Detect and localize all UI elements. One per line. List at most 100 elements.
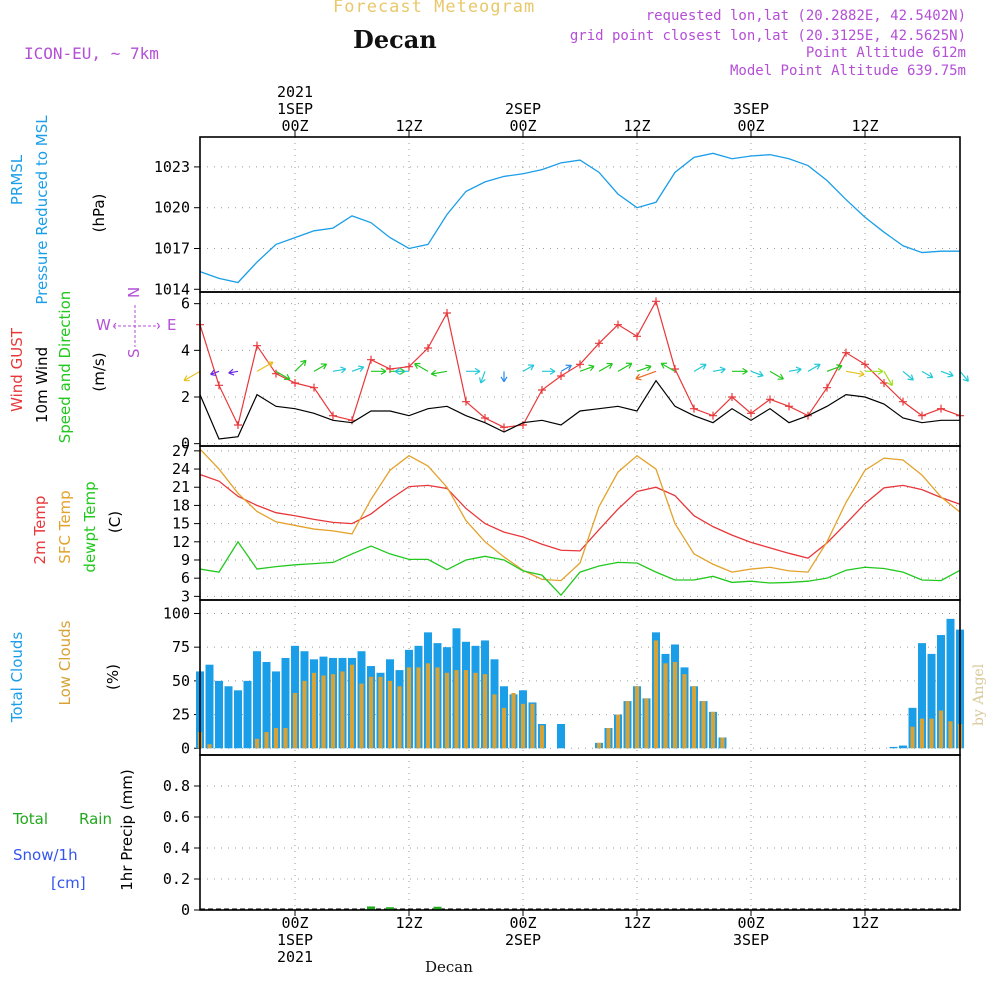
snow-unit-label: [cm] bbox=[51, 874, 86, 892]
wind-gust-marker bbox=[785, 402, 793, 411]
total-cloud-bar bbox=[243, 680, 252, 749]
low-cloud-bar bbox=[311, 672, 317, 749]
x-tick-label-bottom: 00Z bbox=[737, 914, 764, 932]
compass-north: N bbox=[125, 287, 143, 298]
wind-gust-marker bbox=[766, 395, 774, 404]
low-cloud-bar bbox=[207, 744, 212, 749]
bottom-station-label: Decan bbox=[425, 958, 473, 976]
y-tick-label: 1014 bbox=[154, 280, 190, 298]
low-cloud-bar bbox=[359, 683, 364, 749]
wind-gust-marker bbox=[481, 414, 489, 422]
low-cloud-bar bbox=[254, 738, 260, 749]
low-cloud-bar bbox=[501, 707, 507, 749]
wind-direction-arrow bbox=[660, 362, 676, 372]
wind-direction-arrow bbox=[371, 367, 387, 375]
low-cloud-bar bbox=[511, 693, 516, 749]
wind-direction-arrow bbox=[845, 370, 865, 378]
wind-direction-arrow bbox=[635, 370, 657, 381]
y-tick-label: 50 bbox=[172, 672, 190, 690]
low-cloud-bar bbox=[330, 674, 336, 749]
wind-gust-marker bbox=[367, 355, 375, 364]
wind-gust-marker bbox=[329, 411, 337, 420]
low-cloud-bar bbox=[606, 728, 611, 749]
y-tick-label: 3 bbox=[181, 587, 190, 605]
y-tick-label: 1017 bbox=[154, 239, 190, 257]
dewpt-line bbox=[199, 540, 961, 597]
y-tick-label: 0.4 bbox=[163, 839, 190, 857]
wind-direction-arrow bbox=[712, 366, 726, 374]
wind-direction-arrow bbox=[351, 365, 365, 372]
x-tick-label-top: 00Z bbox=[509, 117, 536, 135]
low-cloud-bar bbox=[264, 732, 269, 749]
wind-direction-arrow bbox=[294, 359, 307, 372]
low-cloud-bar bbox=[596, 742, 602, 749]
y-tick-label: 21 bbox=[172, 478, 190, 496]
wind-unit-label: (m/s) bbox=[90, 352, 108, 391]
wind-gust-marker bbox=[652, 297, 660, 306]
y-tick-label: 0 bbox=[181, 901, 190, 919]
wind-gust-marker bbox=[690, 404, 698, 413]
wind-gust-marker bbox=[880, 379, 888, 387]
wind-direction-arrow bbox=[902, 370, 914, 381]
compass-east: E bbox=[167, 316, 176, 334]
total-cloud-bar bbox=[205, 664, 214, 749]
low-cloud-bar bbox=[682, 674, 687, 749]
total-cloud-bar bbox=[937, 635, 945, 749]
x-tick-label-bottom: 12Z bbox=[395, 914, 422, 932]
total-cloud-bar bbox=[262, 662, 271, 749]
requested-coords: requested lon,lat (20.2882E, 42.5402N) bbox=[645, 8, 966, 24]
low-cloud-bar bbox=[938, 710, 944, 749]
low-clouds-label: Low Clouds bbox=[56, 620, 74, 705]
wind-direction-arrow bbox=[636, 364, 652, 372]
total-cloud-bar bbox=[927, 653, 936, 749]
wind-gust-marker bbox=[500, 423, 508, 432]
wind-gust-marker bbox=[405, 362, 413, 371]
total-cloud-bar bbox=[234, 690, 242, 749]
wind-direction-arrow bbox=[332, 366, 347, 374]
wind-gust-marker bbox=[709, 411, 717, 420]
pressure-unit-label: (hPa) bbox=[90, 194, 108, 233]
y-tick-label: 4 bbox=[181, 341, 190, 359]
wind-direction-arrow bbox=[826, 364, 843, 372]
low-cloud-bar bbox=[473, 672, 478, 749]
wind-gust-marker bbox=[310, 383, 318, 392]
wind-direction-arrow bbox=[522, 364, 535, 372]
pressure-label-long: Pressure Reduced to MSL bbox=[33, 115, 51, 305]
low-cloud-bar bbox=[425, 663, 431, 749]
wind-gust-marker bbox=[462, 397, 470, 406]
credit-watermark: by Angel bbox=[971, 663, 987, 726]
y-tick-label: 0 bbox=[181, 739, 190, 757]
low-cloud-bar bbox=[406, 667, 412, 749]
x-tick-label-bottom: 3SEP bbox=[733, 931, 769, 949]
low-cloud-bar bbox=[349, 664, 355, 749]
wind-gust-marker bbox=[747, 409, 755, 418]
clouds-unit-label: (%) bbox=[104, 664, 122, 690]
compass-west: W bbox=[96, 316, 111, 334]
y-tick-label: 2 bbox=[181, 388, 190, 406]
x-tick-label-bottom: 00Z bbox=[281, 914, 308, 932]
low-cloud-bar bbox=[416, 667, 421, 749]
x-tick-label-bottom: 2SEP bbox=[505, 931, 541, 949]
low-cloud-bar bbox=[530, 703, 535, 749]
x-tick-label-top: 00Z bbox=[737, 117, 764, 135]
pressure-label-short: PRMSL bbox=[8, 154, 26, 205]
rain-bar bbox=[433, 906, 442, 910]
total-cloud-bar bbox=[889, 746, 898, 749]
dewpt-temp-label: dewpt Temp bbox=[81, 481, 99, 572]
wind-gust-marker bbox=[842, 348, 850, 357]
y-tick-label: 24 bbox=[172, 460, 190, 478]
x-tick-label-bottom: 12Z bbox=[623, 914, 650, 932]
wind-gust-marker bbox=[234, 421, 242, 429]
wind-direction-arrow bbox=[693, 363, 707, 372]
y-tick-label: 0.6 bbox=[163, 808, 190, 826]
wind-direction-arrow bbox=[617, 362, 633, 372]
wind-direction-arrow bbox=[598, 362, 613, 372]
low-cloud-bar bbox=[283, 728, 288, 749]
y-tick-label: 9 bbox=[181, 551, 190, 569]
wind-direction-arrow bbox=[940, 370, 954, 378]
total-cloud-bar bbox=[253, 651, 261, 749]
wind-gust-marker bbox=[614, 320, 622, 329]
low-cloud-bar bbox=[340, 671, 345, 749]
wind-gust-marker bbox=[215, 381, 223, 390]
